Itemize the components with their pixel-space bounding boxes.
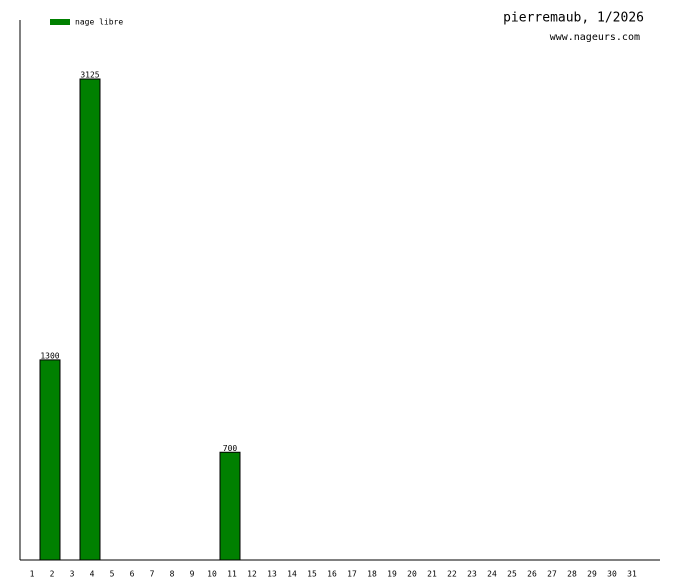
x-tick-label: 1 bbox=[30, 570, 35, 579]
bar bbox=[39, 359, 61, 561]
chart-subtitle: www.nageurs.com bbox=[550, 32, 640, 43]
x-tick-label: 13 bbox=[267, 570, 277, 579]
x-tick-label: 21 bbox=[427, 570, 437, 579]
x-tick-label: 29 bbox=[587, 570, 597, 579]
x-tick-label: 25 bbox=[507, 570, 517, 579]
x-tick-label: 9 bbox=[190, 570, 195, 579]
x-tick-label: 20 bbox=[407, 570, 417, 579]
x-tick-label: 6 bbox=[130, 570, 135, 579]
x-tick-label: 16 bbox=[327, 570, 337, 579]
x-tick-label: 23 bbox=[467, 570, 477, 579]
x-tick-label: 26 bbox=[527, 570, 537, 579]
x-tick-label: 27 bbox=[547, 570, 557, 579]
x-tick-label: 31 bbox=[627, 570, 637, 579]
x-tick-label: 22 bbox=[447, 570, 457, 579]
x-tick-label: 17 bbox=[347, 570, 357, 579]
x-tick-label: 7 bbox=[150, 570, 155, 579]
x-tick-label: 18 bbox=[367, 570, 377, 579]
x-tick-label: 15 bbox=[307, 570, 317, 579]
x-tick-label: 3 bbox=[70, 570, 75, 579]
x-tick-label: 12 bbox=[247, 570, 257, 579]
x-tick-label: 5 bbox=[110, 570, 115, 579]
x-tick-label: 8 bbox=[170, 570, 175, 579]
legend-swatch bbox=[50, 19, 70, 25]
bar bbox=[219, 451, 241, 561]
x-tick-label: 10 bbox=[207, 570, 217, 579]
legend-label: nage libre bbox=[75, 18, 123, 27]
chart-title: pierremaub, 1/2026 bbox=[503, 11, 644, 26]
x-tick-label: 2 bbox=[50, 570, 55, 579]
value-label: 3125 bbox=[80, 71, 99, 80]
x-tick-label: 4 bbox=[90, 570, 95, 579]
x-tick-label: 28 bbox=[567, 570, 577, 579]
x-tick-label: 19 bbox=[387, 570, 397, 579]
bar bbox=[79, 78, 101, 561]
value-label: 700 bbox=[223, 444, 238, 453]
x-tick-label: 30 bbox=[607, 570, 617, 579]
value-label: 1300 bbox=[40, 351, 59, 360]
x-tick-label: 11 bbox=[227, 570, 237, 579]
x-tick-label: 14 bbox=[287, 570, 297, 579]
x-tick-label: 24 bbox=[487, 570, 497, 579]
